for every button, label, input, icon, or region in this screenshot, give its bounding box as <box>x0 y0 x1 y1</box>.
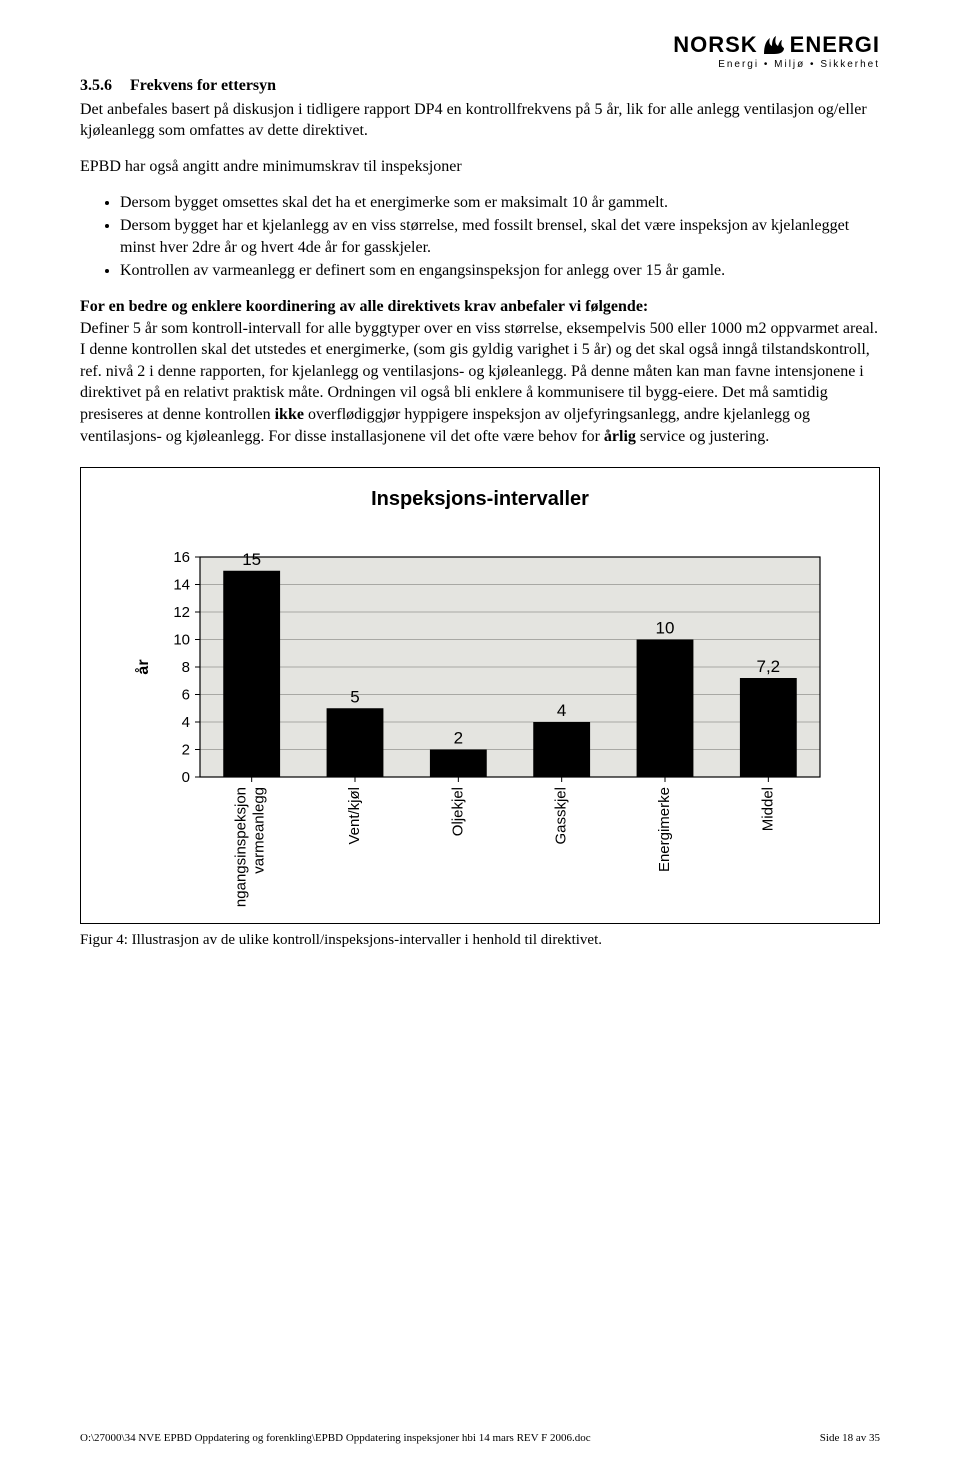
svg-text:4: 4 <box>182 714 190 731</box>
chart-frame: Inspeksjons-intervaller 0 2 4 6 8 10 12 14 16 15 5… <box>80 467 880 924</box>
svg-text:15: 15 <box>242 550 261 569</box>
bullet-list: Dersom bygget omsettes skal det ha et en… <box>120 192 880 282</box>
section-title: Frekvens for ettersyn <box>130 77 276 94</box>
svg-text:Gasskjel: Gasskjel <box>553 787 570 845</box>
section-number: 3.5.6 <box>80 75 112 97</box>
para3-ikke: ikke <box>275 406 304 423</box>
section-heading: 3.5.6 Frekvens for ettersyn <box>80 75 880 97</box>
logo-main: NORSK ENERGI <box>673 30 880 60</box>
svg-text:12: 12 <box>173 604 190 621</box>
logo-subtitle: Energi • Miljø • Sikkerhet <box>80 58 880 72</box>
svg-text:14: 14 <box>173 577 190 594</box>
svg-text:Oljekjel: Oljekjel <box>449 787 466 836</box>
svg-text:Vent/kjøl: Vent/kjøl <box>346 787 363 845</box>
svg-text:10: 10 <box>656 619 675 638</box>
svg-text:8: 8 <box>182 659 190 676</box>
svg-text:4: 4 <box>557 701 566 720</box>
svg-text:16: 16 <box>173 549 190 566</box>
para3-bold-lead: For en bedre og enklere koordinering av … <box>80 298 648 315</box>
svg-text:0: 0 <box>182 769 190 786</box>
svg-text:varmeanlegg: varmeanlegg <box>251 787 268 874</box>
svg-text:6: 6 <box>182 687 190 704</box>
logo-text-right: ENERGI <box>790 30 880 60</box>
svg-text:7,2: 7,2 <box>757 657 781 676</box>
svg-text:Engangsinspeksjon: Engangsinspeksjon <box>233 787 250 907</box>
svg-text:Energimerke: Energimerke <box>656 787 673 872</box>
footer-path: O:\27000\34 NVE EPBD Oppdatering og fore… <box>80 1431 591 1446</box>
figure-caption: Figur 4: Illustrasjon av de ulike kontro… <box>80 930 880 950</box>
svg-text:5: 5 <box>350 687 359 706</box>
paragraph-3: For en bedre og enklere koordinering av … <box>80 296 880 447</box>
bullet-item: Kontrollen av varmeanlegg er definert so… <box>120 260 880 282</box>
logo-text-left: NORSK <box>673 30 757 60</box>
footer-page: Side 18 av 35 <box>820 1431 880 1446</box>
svg-text:10: 10 <box>173 632 190 649</box>
chart-title: Inspeksjons-intervaller <box>103 486 857 513</box>
bar-chart: 0 2 4 6 8 10 12 14 16 15 5 2 4 10 7,2 Engangsinspeksjon… <box>120 527 840 907</box>
logo-flame-icon <box>760 34 788 56</box>
page-footer: O:\27000\34 NVE EPBD Oppdatering og fore… <box>80 1431 880 1446</box>
paragraph-2: EPBD har også angitt andre minimumskrav … <box>80 156 880 178</box>
paragraph-1: Det anbefales basert på diskusjon i tidl… <box>80 99 880 142</box>
svg-text:2: 2 <box>454 729 463 748</box>
bullet-item: Dersom bygget omsettes skal det ha et en… <box>120 192 880 214</box>
para3-arlig: årlig <box>604 428 636 445</box>
svg-text:2: 2 <box>182 742 190 759</box>
para3-text-c: service og justering. <box>636 428 769 445</box>
logo-block: NORSK ENERGI Energi • Miljø • Sikkerhet <box>80 30 880 71</box>
svg-text:Middel: Middel <box>759 787 776 831</box>
bullet-item: Dersom bygget har et kjelanlegg av en vi… <box>120 215 880 258</box>
svg-text:år: år <box>134 660 152 675</box>
